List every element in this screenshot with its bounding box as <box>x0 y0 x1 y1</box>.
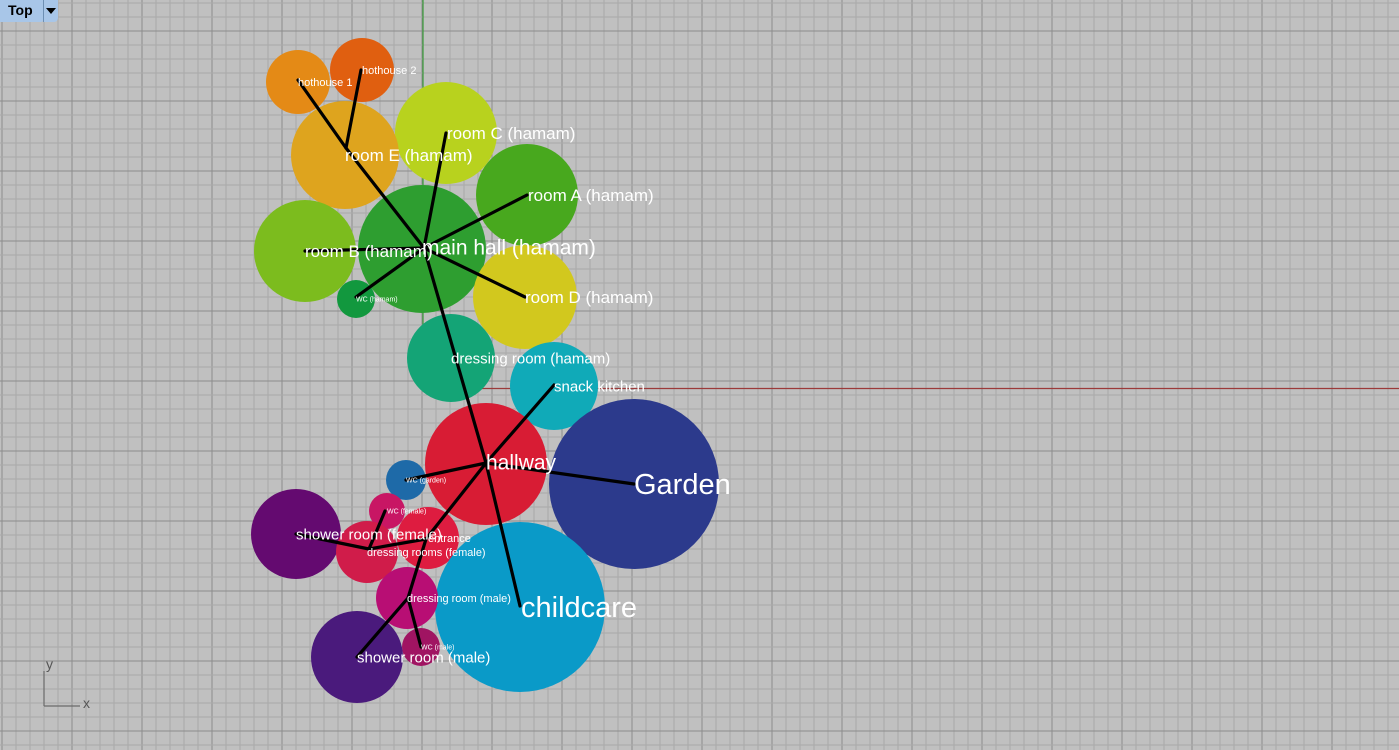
adjacency-link[interactable] <box>344 68 363 150</box>
room-label-roomB: room B (hamam) <box>305 242 433 261</box>
adjacency-links <box>294 68 636 659</box>
adjacency-link[interactable] <box>355 596 410 659</box>
room-label-roomA: room A (hamam) <box>528 186 654 205</box>
room-label-dressingMale: dressing room (male) <box>407 593 511 605</box>
room-label-dressingHamam: dressing room (hamam) <box>451 350 610 367</box>
room-bubble-dressingFemale[interactable] <box>336 521 398 583</box>
adjacency-link[interactable] <box>484 461 636 486</box>
viewport-menu-arrow-icon[interactable] <box>42 0 58 22</box>
room-label-roomC: room C (hamam) <box>447 124 575 143</box>
adjacency-link[interactable] <box>354 246 426 299</box>
adjacency-link[interactable] <box>404 461 488 482</box>
room-label-childcare: childcare <box>521 592 637 624</box>
adjacency-link[interactable] <box>344 146 426 250</box>
room-label-wcFemale: WC (female) <box>387 508 426 515</box>
adjacency-link[interactable] <box>422 246 527 299</box>
room-label-garden: Garden <box>634 469 731 501</box>
axis-widget: yx <box>43 656 90 711</box>
room-label-roomE: room E (hamam) <box>345 146 473 165</box>
axis-widget-x-label: x <box>83 695 90 711</box>
adjacency-link[interactable] <box>367 537 428 551</box>
room-bubble-wcFemale[interactable] <box>369 493 405 529</box>
adjacency-link[interactable] <box>406 537 428 600</box>
axis-widget-y-label: y <box>46 656 53 672</box>
room-label-hothouse1: hothouse 1 <box>298 77 352 89</box>
adjacency-link[interactable] <box>296 78 348 150</box>
room-label-entrance: entrance <box>428 533 471 545</box>
room-label-wcMale: WC (male) <box>421 644 454 651</box>
room-label-hallway: hallway <box>486 451 557 474</box>
adjacency-link[interactable] <box>406 596 423 649</box>
room-label-dressingFemale: dressing rooms (female) <box>367 547 486 559</box>
viewport-name[interactable]: Top <box>0 0 43 22</box>
room-label-hothouse2: hothouse 2 <box>362 65 416 77</box>
adjacency-link[interactable] <box>484 461 522 608</box>
room-label-roomD: room D (hamam) <box>525 288 653 307</box>
adjacency-link[interactable] <box>422 131 448 250</box>
viewport-tab[interactable]: Top <box>0 0 58 22</box>
adjacency-link[interactable] <box>484 383 556 465</box>
adjacency-link[interactable] <box>424 461 488 541</box>
room-label-wcHamam: WC (hamam) <box>356 296 398 303</box>
room-label-showerMale: shower room (male) <box>357 649 490 666</box>
room-label-showerFemale: shower room (female) <box>296 526 442 543</box>
room-labels: hothouse 1 hothouse 2 room C (hamam) room E… <box>296 65 731 666</box>
room-bubble-dressingHamam[interactable] <box>407 314 495 402</box>
room-label-wcGarden: WC (garden) <box>406 477 446 484</box>
adjacency-link[interactable] <box>294 532 371 551</box>
room-label-snack: snack kitchen <box>554 378 645 395</box>
adjacency-link[interactable] <box>422 246 488 465</box>
adjacency-link[interactable] <box>303 246 426 253</box>
room-label-mainhall: main hall (hamam) <box>422 236 596 259</box>
adjacency-link[interactable] <box>422 193 529 250</box>
adjacency-link[interactable] <box>367 509 387 551</box>
